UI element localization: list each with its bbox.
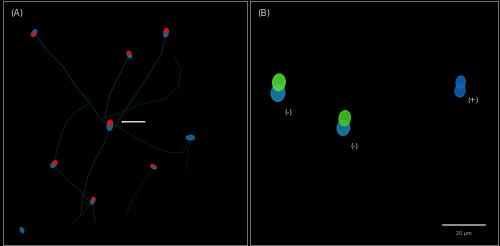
Ellipse shape	[339, 111, 350, 126]
Ellipse shape	[91, 198, 94, 204]
Ellipse shape	[53, 161, 57, 165]
Ellipse shape	[456, 76, 466, 89]
Ellipse shape	[455, 84, 465, 97]
Ellipse shape	[164, 29, 168, 37]
Text: (B): (B)	[258, 9, 270, 17]
Ellipse shape	[272, 74, 285, 91]
Text: (+): (+)	[467, 96, 478, 103]
Ellipse shape	[151, 165, 154, 168]
Ellipse shape	[107, 121, 112, 130]
Ellipse shape	[92, 198, 95, 201]
Ellipse shape	[20, 228, 24, 232]
Text: 20 µm: 20 µm	[456, 231, 472, 236]
Ellipse shape	[186, 135, 194, 140]
Ellipse shape	[128, 52, 132, 58]
Ellipse shape	[108, 120, 112, 125]
Ellipse shape	[32, 33, 35, 37]
Text: (-): (-)	[350, 142, 358, 149]
Ellipse shape	[32, 30, 36, 36]
Ellipse shape	[271, 85, 285, 101]
Ellipse shape	[151, 165, 156, 169]
Ellipse shape	[337, 120, 349, 135]
Ellipse shape	[164, 29, 168, 33]
Text: (-): (-)	[284, 108, 292, 115]
Ellipse shape	[51, 161, 57, 168]
Text: (A): (A)	[10, 9, 23, 17]
Ellipse shape	[127, 51, 130, 55]
